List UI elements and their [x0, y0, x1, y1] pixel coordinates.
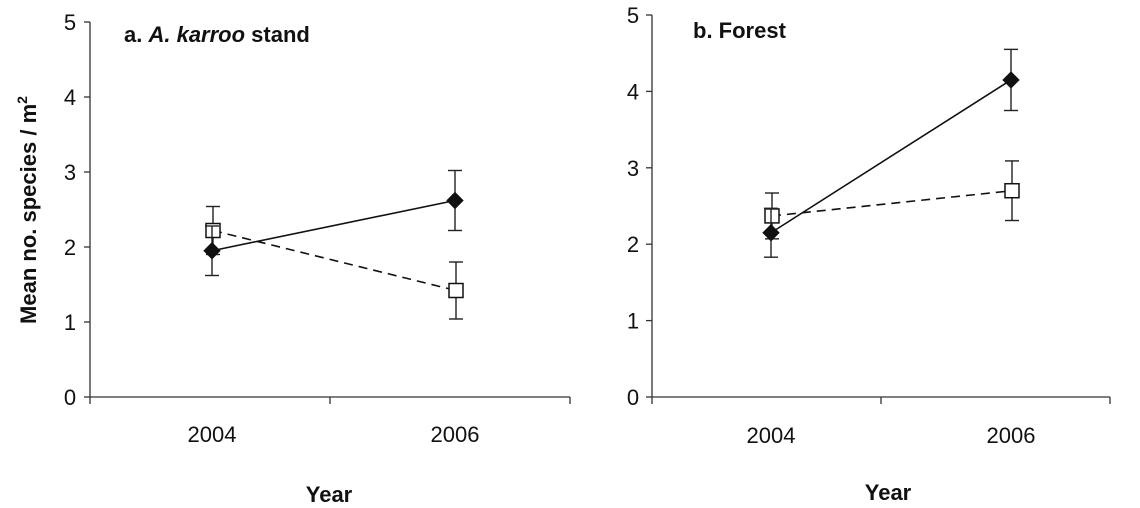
y-tick-label: 1	[627, 309, 639, 334]
panel-a-title: a. A. karroo stand	[124, 22, 310, 47]
y-axis-label-text: Mean no. species / m	[16, 104, 41, 324]
data-point-filled-diamond	[1002, 71, 1020, 89]
y-tick-label: 3	[627, 156, 639, 181]
data-point-filled-diamond	[762, 224, 780, 242]
series-line-dashed	[212, 229, 457, 292]
panel-a-title-prefix: a.	[124, 22, 148, 47]
y-tick-label: 4	[627, 79, 639, 104]
x-tick-label: 2004	[188, 422, 237, 447]
panel-b-forest: b. Forest Year 0 1 2 3 4 5 2004 2006	[627, 3, 1111, 505]
y-tick-label: 5	[627, 3, 639, 28]
series-line-solid	[211, 199, 456, 252]
panel-b-x-axis-label: Year	[865, 480, 912, 505]
panel-a-x-axis-label: Year	[306, 482, 353, 507]
y-tick-label: 4	[64, 85, 76, 110]
y-tick-label: 3	[64, 160, 76, 185]
y-tick-label: 0	[64, 385, 76, 410]
data-point-open-square	[1004, 182, 1020, 199]
panel-a-title-italic: A. karroo	[147, 22, 245, 47]
data-point-filled-diamond	[446, 191, 464, 210]
panel-b-title: b. Forest	[693, 18, 787, 43]
panel-a-karroo-stand: a. A. karroo stand Mean no. species / m2…	[14, 10, 571, 507]
series-line-dashed	[771, 189, 1013, 217]
x-tick-label: 2006	[987, 423, 1036, 448]
y-tick-label: 2	[627, 232, 639, 257]
panel-a-title-suffix: stand	[245, 22, 310, 47]
data-point-open-square	[448, 282, 464, 299]
y-tick-label: 2	[64, 235, 76, 260]
y-axis-label-superscript: 2	[14, 96, 30, 104]
x-tick-label: 2006	[431, 422, 480, 447]
x-tick-label: 2004	[747, 423, 796, 448]
data-point-open-square	[764, 208, 780, 224]
y-tick-label: 1	[64, 310, 76, 335]
data-point-filled-diamond	[203, 242, 221, 260]
data-point-open-square	[205, 222, 221, 239]
series-line-solid	[770, 79, 1012, 234]
y-axis-label: Mean no. species / m2	[14, 96, 41, 324]
y-tick-label: 5	[64, 10, 76, 35]
y-tick-label: 0	[627, 385, 639, 410]
